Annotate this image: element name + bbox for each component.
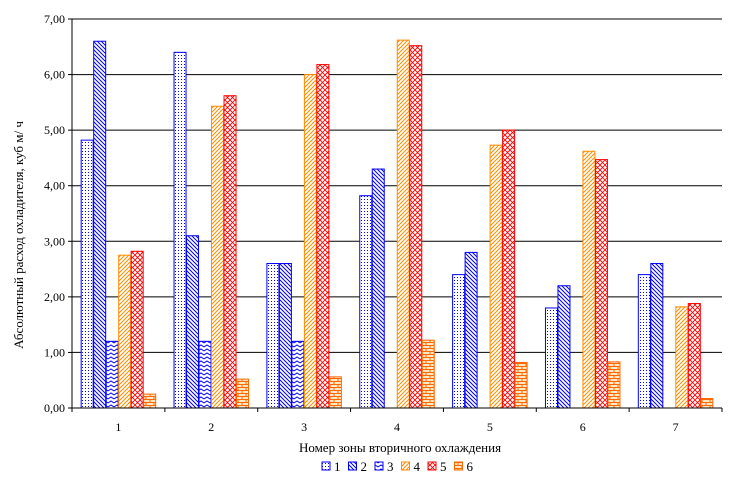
legend-item: 3 [374,459,394,474]
y-tick-label: 7,00 [44,12,65,26]
legend-item: 6 [454,459,474,474]
bars [80,39,714,409]
y-tick-label: 6,00 [44,68,65,82]
legend-label: 1 [334,459,341,474]
legend-label: 5 [440,459,447,474]
bar-series-5-category-4 [409,45,423,409]
legend-item: 4 [401,459,421,474]
bar-series-6-category-3 [328,376,342,409]
y-tick-label: 1,00 [44,345,65,359]
x-tick-label: 6 [580,420,586,434]
x-tick-label: 3 [301,420,307,434]
bar-series-6-category-5 [514,361,528,409]
legend-swatch [454,461,463,471]
bar-series-4-category-1 [118,254,132,409]
bar-series-5-category-1 [130,250,144,409]
bar-series-4-category-4 [396,39,410,409]
legend: 1 2 3 4 5 6 [321,459,474,474]
x-tick-label: 1 [115,420,121,434]
bar-series-1-category-4 [359,195,373,409]
bar-series-6-category-7 [700,398,714,409]
x-tick-labels: 1 2 3 4 5 6 7 [115,420,678,434]
legend-label: 4 [414,459,421,474]
bar-series-4-category-3 [303,74,317,409]
bar-series-1-category-2 [173,51,187,409]
bar-series-6-category-4 [421,339,435,409]
bar-series-6-category-2 [236,378,250,409]
bar-series-5-category-3 [316,64,330,409]
legend-item: 1 [321,459,341,474]
bar-series-1-category-6 [544,307,558,409]
y-tick-label: 5,00 [44,123,65,137]
bar-series-1-category-7 [637,274,651,409]
bar-series-4-category-5 [489,144,503,409]
axes [68,18,723,412]
y-tick-label: 3,00 [44,234,65,248]
y-tick-label: 2,00 [44,290,65,304]
x-tick-label: 7 [673,420,679,434]
y-tick-label: 4,00 [44,179,65,193]
bar-series-2-category-5 [464,251,478,409]
bar-series-3-category-2 [198,340,212,409]
legend-label: 3 [387,459,394,474]
legend-label: 6 [467,459,474,474]
legend-item: 2 [348,459,368,474]
bar-series-5-category-6 [594,159,608,409]
bar-series-6-category-6 [607,361,621,409]
bar-series-3-category-3 [291,340,305,409]
bar-series-1-category-1 [80,139,94,409]
legend-swatch [374,461,384,471]
bar-series-2-category-2 [186,235,200,409]
y-tick-labels: 0,00 1,00 2,00 3,00 4,00 5,00 6,00 7,00 [44,12,65,415]
legend-swatch [348,461,357,471]
legend-label: 2 [361,459,368,474]
legend-swatch [321,461,331,471]
bar-series-6-category-1 [143,393,157,409]
bar-series-2-category-1 [93,40,107,409]
bar-series-2-category-6 [557,285,571,409]
legend-swatch [401,461,410,471]
y-tick-label: 0,00 [44,401,65,415]
bar-series-5-category-7 [687,303,701,409]
x-tick-label: 4 [394,420,400,434]
x-tick-label: 5 [487,420,493,434]
bar-series-5-category-5 [502,129,516,409]
bar-series-3-category-1 [105,340,119,409]
bar-series-4-category-6 [582,150,596,409]
bar-series-2-category-4 [371,168,385,409]
bar-series-2-category-7 [650,263,664,409]
legend-swatch [427,461,437,471]
bar-series-1-category-5 [452,274,466,409]
legend-item: 5 [427,459,447,474]
bar-series-2-category-3 [278,263,292,409]
x-axis-title: Номер зоны вторичного охлаждения [299,440,501,455]
bar-series-1-category-3 [266,263,280,409]
bar-series-5-category-2 [223,95,237,409]
y-axis-title: Абсолютный расход охладителя, куб м/ ч [11,121,26,349]
bar-series-4-category-7 [675,306,689,409]
bar-series-4-category-2 [211,105,225,409]
x-tick-label: 2 [208,420,214,434]
